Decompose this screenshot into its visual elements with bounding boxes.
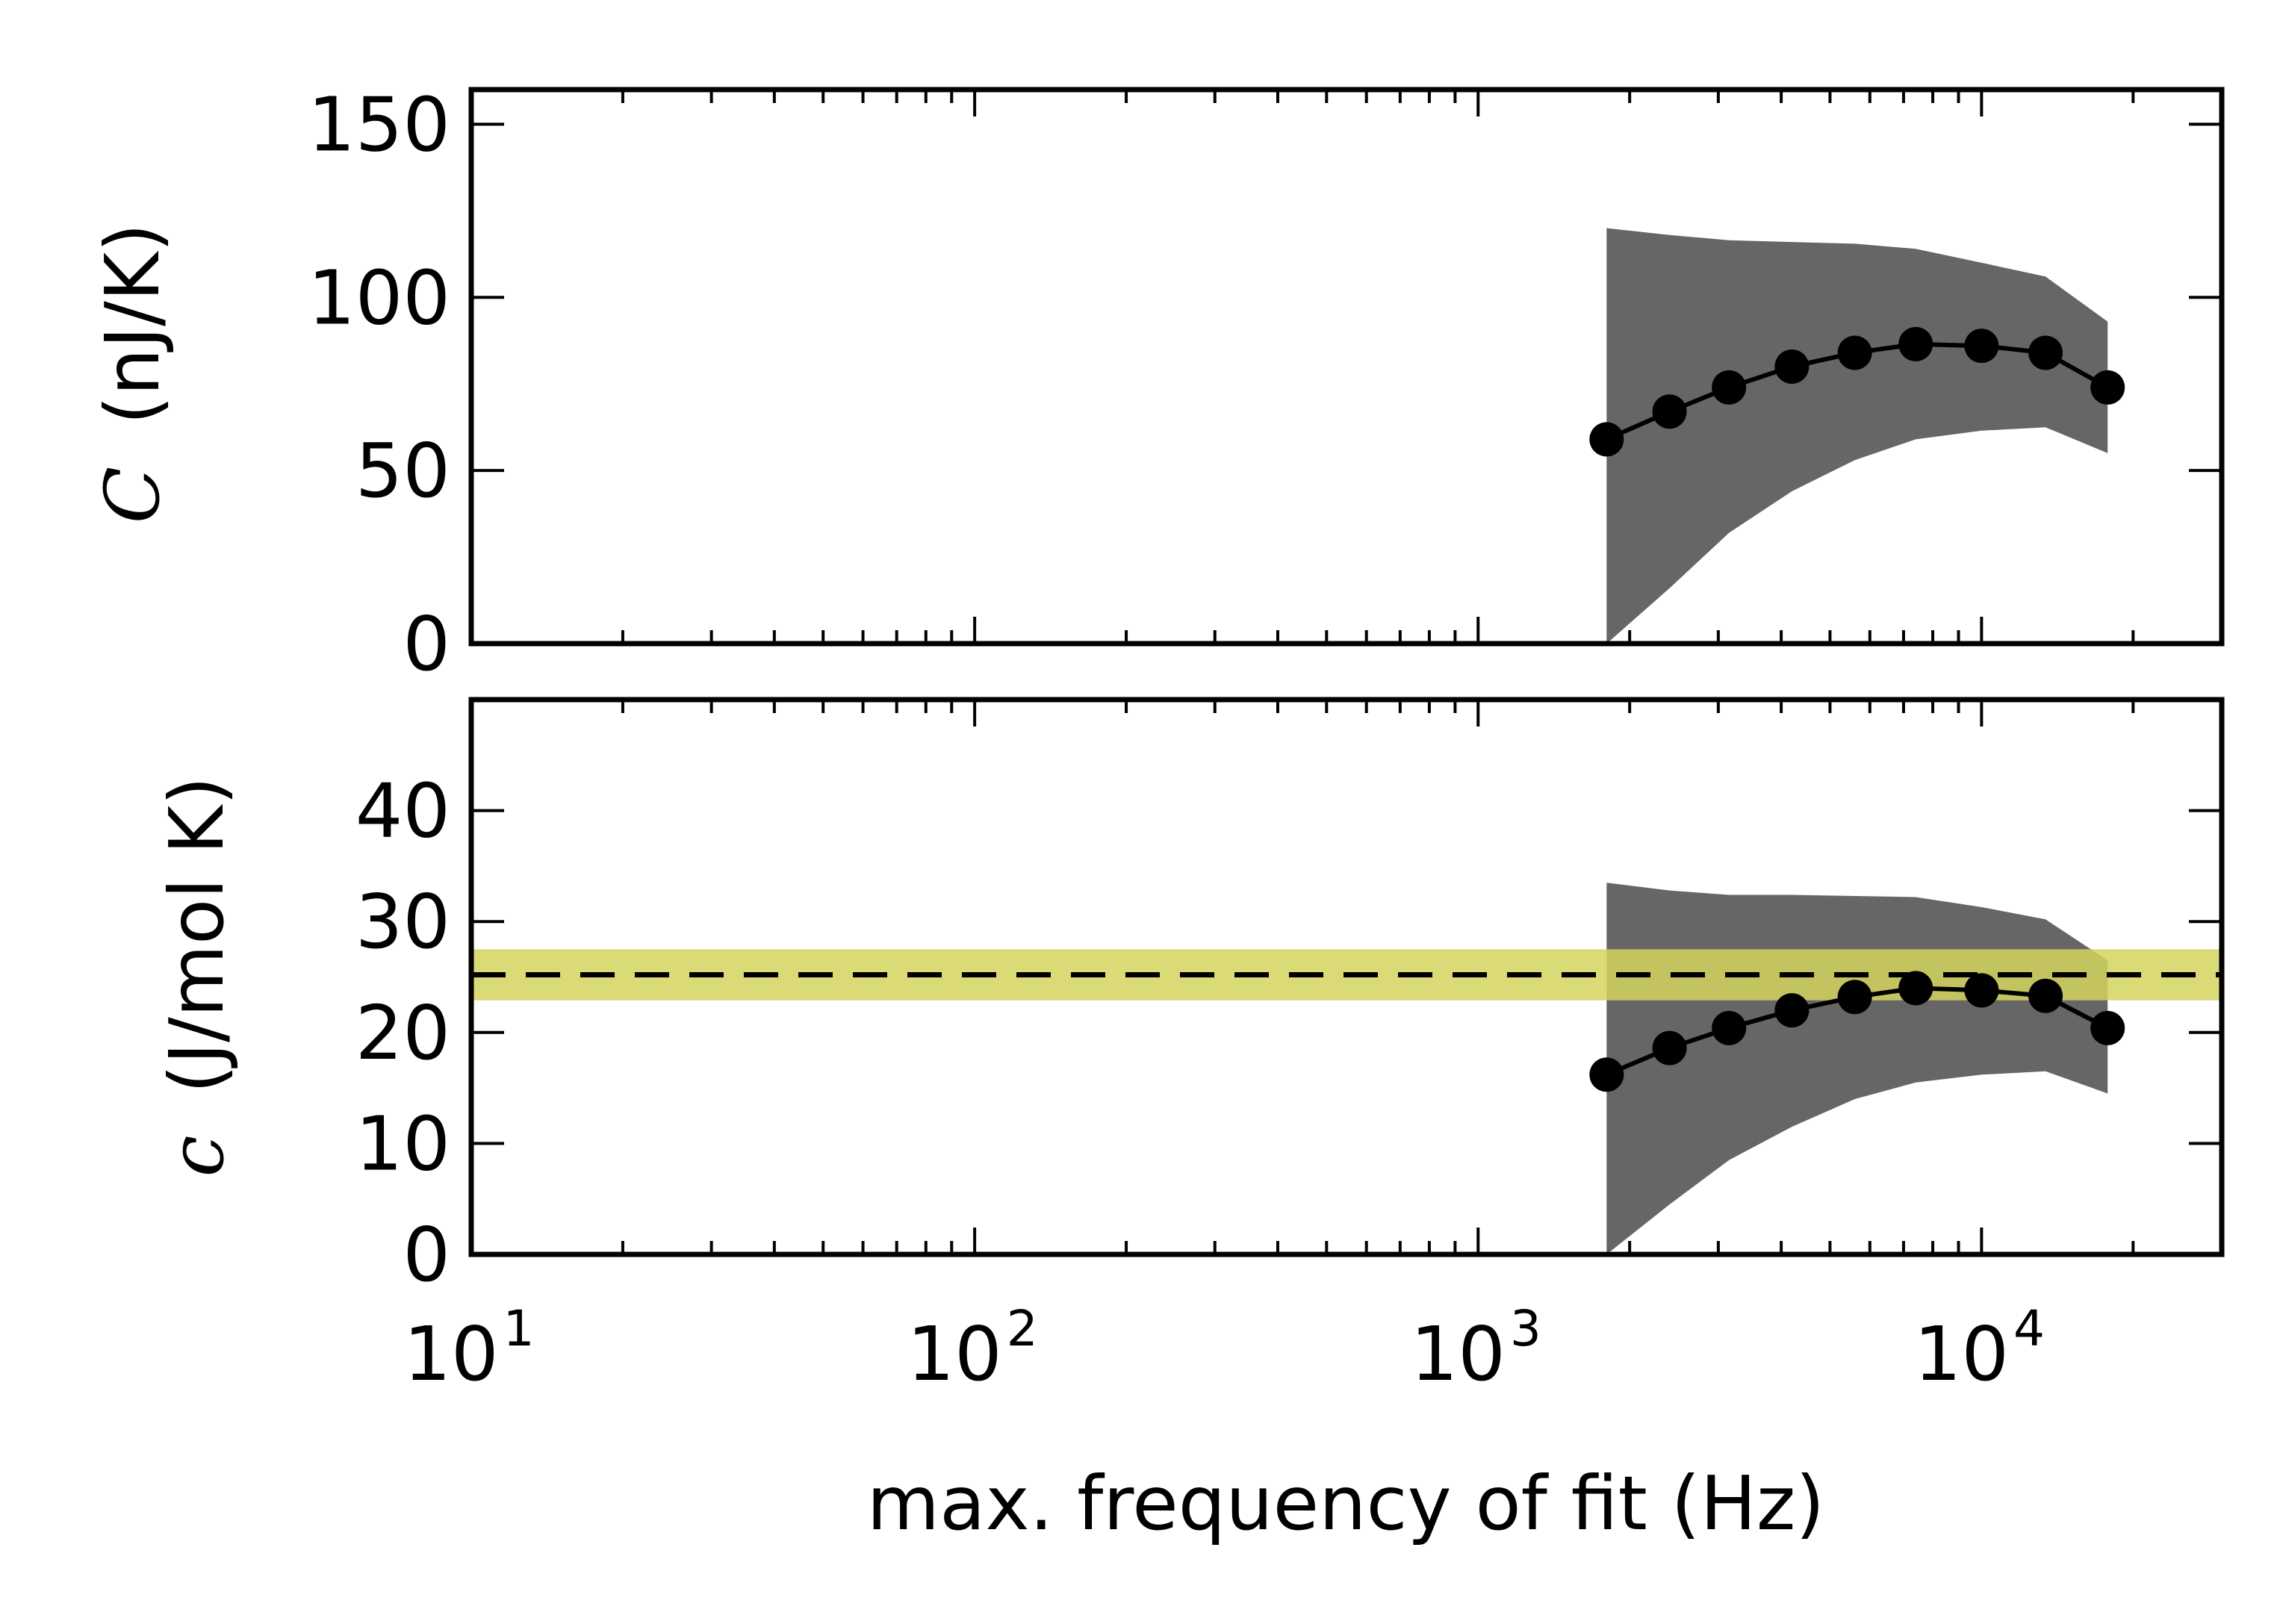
top-data-point	[1712, 370, 1747, 405]
x-tick-label-base: 10	[1411, 1310, 1506, 1398]
bottom-y-axis-symbol: c	[153, 1135, 240, 1177]
x-tick-label-exponent: 3	[1510, 1300, 1541, 1357]
x-tick-label-base: 10	[907, 1310, 1001, 1398]
top-plot-frame	[468, 87, 2225, 647]
top-data-point	[2090, 370, 2125, 405]
bottom-data-point	[1837, 980, 1872, 1015]
bottom-plot-content	[471, 883, 2222, 1254]
top-plot-content	[1589, 228, 2125, 644]
top-y-tick-label: 150	[308, 81, 450, 168]
top-y-tick-labels: 0 50 100 150	[308, 81, 450, 688]
top-data-point	[1964, 329, 1999, 364]
x-tick-label-exponent: 4	[2013, 1300, 2045, 1357]
bottom-data-point	[2028, 978, 2063, 1013]
bottom-plot-frame	[468, 697, 2225, 1257]
top-data-point	[1774, 349, 1810, 384]
bottom-y-axis-unit: (J/mol K)	[153, 777, 240, 1094]
top-data-point	[1837, 335, 1872, 370]
bottom-y-axis-label: c (J/mol K)	[153, 777, 240, 1177]
x-tick-label: 101	[403, 1300, 534, 1398]
x-tick-label: 103	[1411, 1300, 1541, 1398]
top-y-axis-unit: (nJ/K)	[89, 223, 176, 425]
bottom-y-tick-label: 30	[355, 878, 450, 965]
bottom-y-tick-label: 20	[355, 989, 450, 1077]
bottom-data-point	[1964, 973, 1999, 1008]
top-y-tick-label: 0	[403, 600, 450, 688]
bottom-data-point	[1712, 1010, 1747, 1045]
x-tick-label-exponent: 2	[1007, 1300, 1038, 1357]
bottom-x-tick-labels: 101 102 103 104	[403, 1300, 2045, 1398]
bottom-data-point	[1774, 993, 1810, 1028]
x-tick-label: 102	[907, 1300, 1037, 1398]
top-y-tick-label: 50	[355, 427, 450, 514]
bottom-y-tick-label: 40	[355, 768, 450, 855]
x-tick-label-base: 10	[1914, 1310, 2009, 1398]
top-data-point	[1898, 326, 1933, 361]
x-tick-label-base: 10	[403, 1310, 498, 1398]
x-tick-label-exponent: 1	[503, 1300, 535, 1357]
bottom-data-point	[2090, 1010, 2125, 1045]
top-data-point	[1589, 422, 1624, 457]
x-tick-label: 104	[1914, 1300, 2045, 1398]
bottom-y-tick-label: 0	[403, 1211, 450, 1298]
top-y-axis-symbol: C	[89, 467, 176, 524]
top-panel: 0 50 100 150 C (nJ/K)	[89, 81, 2225, 688]
bottom-data-point	[1589, 1057, 1624, 1092]
top-data-point	[2028, 335, 2063, 370]
bottom-y-tick-labels: 0 10 20 30 40	[355, 768, 450, 1298]
top-y-tick-label: 100	[308, 254, 450, 341]
bottom-y-tick-label: 10	[355, 1100, 450, 1187]
bottom-data-point	[1652, 1030, 1687, 1065]
top-y-axis-label: C (nJ/K)	[89, 223, 176, 523]
bottom-data-point	[1898, 971, 1933, 1006]
top-data-point	[1652, 394, 1687, 429]
x-axis-label: max. frequency of fit (Hz)	[867, 1460, 1825, 1547]
